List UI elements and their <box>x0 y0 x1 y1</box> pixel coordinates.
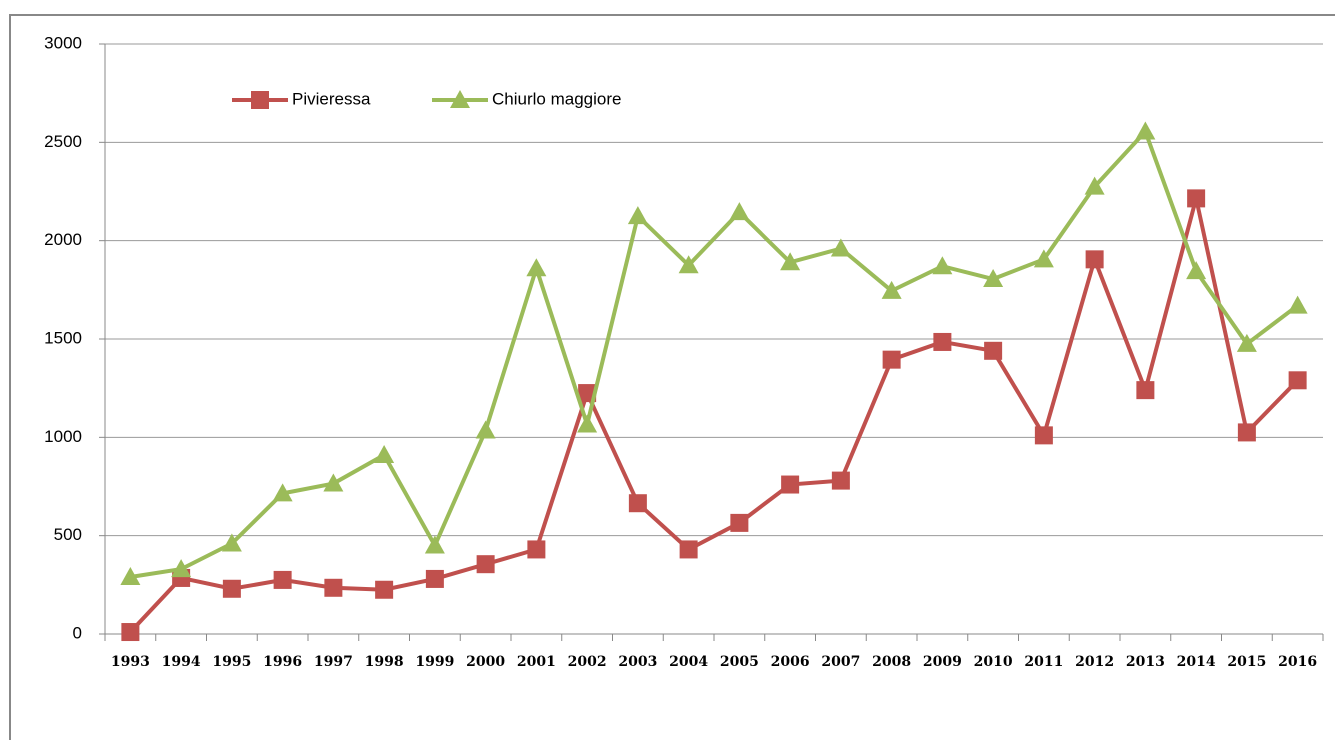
marker <box>628 494 647 513</box>
x-tick-label: 2013 <box>1126 654 1165 670</box>
x-tick-label: 1994 <box>162 654 201 670</box>
marker <box>375 580 394 599</box>
x-tick-label: 2003 <box>618 654 657 670</box>
chart-frame <box>9 14 1335 740</box>
marker <box>476 555 495 574</box>
x-tick-label: 1996 <box>263 654 302 670</box>
marker <box>1033 249 1054 268</box>
x-tick-label: 2001 <box>517 654 556 670</box>
marker <box>1186 261 1207 280</box>
x-tick-label: 2007 <box>821 654 860 670</box>
x-tick-label: 2005 <box>720 654 759 670</box>
marker <box>450 90 470 108</box>
y-tick-label: 1000 <box>44 427 82 446</box>
marker <box>1187 189 1206 208</box>
marker <box>1034 426 1053 445</box>
marker <box>983 269 1004 288</box>
legend-label: Pivieressa <box>292 89 371 108</box>
x-tick-label: 2004 <box>669 654 708 670</box>
marker <box>171 559 192 578</box>
marker <box>323 473 344 492</box>
marker <box>678 255 699 274</box>
y-tick-label: 500 <box>54 525 82 544</box>
marker <box>1136 381 1155 400</box>
marker <box>526 258 547 277</box>
marker <box>932 256 953 275</box>
marker <box>425 569 444 588</box>
x-tick-label: 2014 <box>1177 654 1216 670</box>
x-tick-label: 2011 <box>1024 654 1063 670</box>
x-tick-label: 2000 <box>466 654 505 670</box>
marker <box>527 540 546 559</box>
marker <box>729 202 750 221</box>
x-tick-label: 1993 <box>111 654 150 670</box>
marker <box>1287 295 1308 314</box>
x-tick-label: 2016 <box>1278 654 1317 670</box>
marker <box>730 513 749 532</box>
marker <box>221 533 242 552</box>
x-tick-label: 2009 <box>923 654 962 670</box>
x-tick-label: 2006 <box>771 654 810 670</box>
marker <box>324 578 343 597</box>
marker <box>120 566 141 585</box>
marker <box>1288 371 1307 390</box>
marker <box>933 332 952 351</box>
x-tick-label: 2012 <box>1075 654 1114 670</box>
marker <box>679 540 698 559</box>
marker <box>1135 121 1156 140</box>
series-line <box>130 127 1299 579</box>
marker <box>272 483 293 502</box>
x-tick-label: 1998 <box>365 654 404 670</box>
marker <box>780 252 801 271</box>
x-tick-label: 1999 <box>415 654 454 670</box>
x-tick-label: 2015 <box>1227 654 1266 670</box>
y-tick-label: 3000 <box>44 33 82 52</box>
legend-label: Chiurlo maggiore <box>492 89 621 108</box>
marker <box>831 471 850 490</box>
marker <box>273 570 292 589</box>
x-tick-label: 1995 <box>212 654 251 670</box>
marker <box>578 384 597 403</box>
marker <box>1084 176 1105 195</box>
marker <box>1085 250 1104 269</box>
marker <box>577 414 598 433</box>
marker <box>475 420 496 439</box>
marker <box>121 623 140 642</box>
y-tick-label: 0 <box>73 623 82 642</box>
x-tick-label: 2002 <box>568 654 607 670</box>
series-line <box>128 197 1300 634</box>
y-tick-label: 2000 <box>44 230 82 249</box>
marker <box>781 475 800 494</box>
marker <box>374 445 395 464</box>
series-markers <box>121 189 1307 642</box>
marker <box>627 206 648 225</box>
series-markers <box>120 121 1308 585</box>
x-tick-label: 2010 <box>974 654 1013 670</box>
marker <box>830 238 851 257</box>
marker <box>882 350 901 369</box>
marker <box>222 579 241 598</box>
x-tick-label: 2008 <box>872 654 911 670</box>
marker <box>881 280 902 299</box>
marker <box>424 535 445 554</box>
y-tick-label: 2500 <box>44 132 82 151</box>
y-tick-label: 1500 <box>44 328 82 347</box>
x-tick-label: 1997 <box>314 654 353 670</box>
marker <box>1237 423 1256 442</box>
marker <box>984 341 1003 360</box>
marker <box>1236 333 1257 352</box>
marker <box>251 91 269 109</box>
